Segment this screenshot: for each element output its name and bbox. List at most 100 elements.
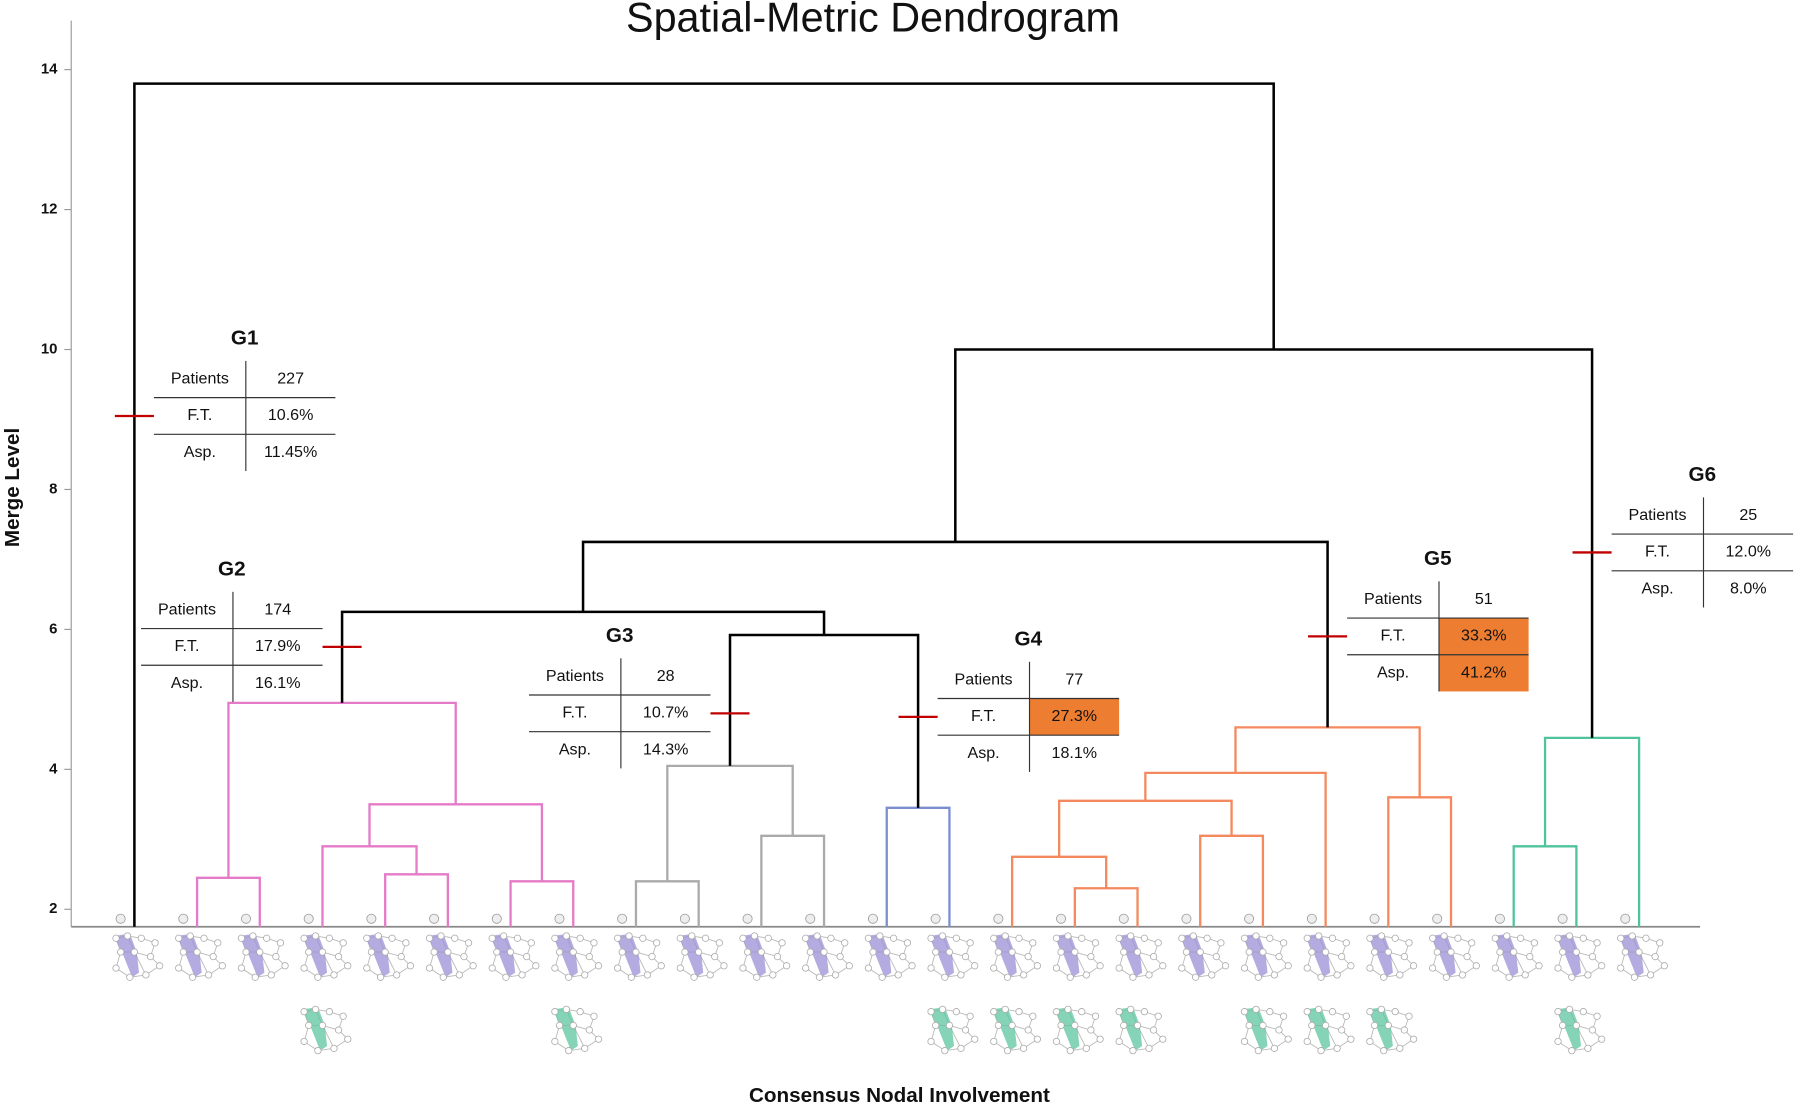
glyph-node bbox=[643, 971, 652, 979]
highlight-cell bbox=[1029, 698, 1120, 736]
glyph-node bbox=[613, 934, 622, 942]
glyph-region bbox=[1618, 933, 1644, 978]
y-axis-label: Merge Level bbox=[1, 428, 24, 547]
glyph-node bbox=[209, 952, 217, 961]
glyph-node bbox=[493, 948, 501, 956]
leaf-marker bbox=[1432, 913, 1443, 924]
glyph-node bbox=[1317, 1047, 1325, 1055]
glyph-node bbox=[1516, 934, 1525, 942]
leaf-marker bbox=[930, 913, 941, 924]
glyph-node bbox=[339, 939, 347, 947]
glyph-node bbox=[1333, 1044, 1341, 1052]
glyph-node bbox=[455, 971, 463, 979]
node-glyph bbox=[1303, 1005, 1355, 1055]
glyph-node bbox=[1149, 952, 1158, 961]
glyph-node bbox=[376, 973, 385, 981]
glyph-node bbox=[1254, 973, 1262, 981]
glyph-node bbox=[344, 962, 352, 970]
glyph-node bbox=[927, 1008, 935, 1016]
node-glyph bbox=[488, 932, 540, 981]
glyph-node bbox=[1646, 971, 1655, 979]
glyph-node bbox=[778, 939, 786, 947]
glyph-node bbox=[305, 1021, 313, 1030]
glyph-node bbox=[318, 1021, 327, 1030]
dendrogram-link bbox=[321, 845, 418, 927]
glyph-node bbox=[1321, 1021, 1330, 1030]
glyph-node bbox=[1203, 934, 1211, 942]
glyph-node bbox=[565, 1047, 573, 1055]
glyph-node bbox=[406, 962, 415, 970]
glyph-node bbox=[146, 952, 155, 961]
glyph-node bbox=[1656, 939, 1664, 947]
glyph-node bbox=[1303, 934, 1311, 942]
glyph-node bbox=[330, 1044, 338, 1052]
glyph-node bbox=[130, 948, 139, 956]
glyph-region bbox=[1430, 933, 1456, 978]
glyph-node bbox=[1400, 1026, 1409, 1034]
glyph-node bbox=[927, 934, 935, 942]
glyph-node bbox=[464, 939, 473, 947]
glyph-node bbox=[1377, 1005, 1386, 1013]
glyph-node bbox=[639, 934, 647, 942]
glyph-node bbox=[676, 934, 684, 942]
glyph-node bbox=[1127, 1005, 1135, 1013]
glyph-node bbox=[1496, 948, 1504, 956]
glyph-node bbox=[676, 964, 684, 972]
glyph-node bbox=[961, 952, 970, 961]
glyph-node bbox=[1178, 964, 1186, 972]
glyph-node bbox=[1082, 1044, 1090, 1052]
glyph-region bbox=[176, 933, 202, 978]
glyph-node bbox=[1240, 1008, 1249, 1016]
group-title: G2 bbox=[218, 558, 246, 581]
glyph-node bbox=[836, 952, 844, 961]
leaf-marker bbox=[617, 913, 628, 924]
glyph-node bbox=[1129, 973, 1137, 981]
row-value: 33.3% bbox=[1461, 627, 1507, 645]
leaf-marker bbox=[115, 913, 126, 924]
glyph-node bbox=[827, 934, 835, 942]
glyph-node bbox=[764, 934, 772, 942]
glyph-node bbox=[444, 948, 452, 956]
row-value: 18.1% bbox=[1052, 744, 1098, 762]
glyph-node bbox=[175, 934, 183, 942]
row-value: 51 bbox=[1475, 590, 1493, 608]
glyph-node bbox=[402, 939, 410, 947]
glyph-node bbox=[1521, 971, 1529, 979]
glyph-node bbox=[551, 964, 559, 972]
glyph-region bbox=[991, 1007, 1017, 1051]
dendrogram-link bbox=[1543, 736, 1641, 927]
node-glyph bbox=[1240, 932, 1292, 981]
glyph-node bbox=[188, 973, 197, 981]
glyph-node bbox=[1366, 1008, 1374, 1016]
glyph-region bbox=[677, 933, 704, 978]
glyph-node bbox=[1015, 934, 1023, 942]
group-title: G1 bbox=[231, 327, 259, 350]
glyph-region bbox=[803, 933, 829, 978]
group-title: G5 bbox=[1424, 547, 1452, 570]
group-title: G3 bbox=[606, 624, 634, 647]
glyph-node bbox=[831, 971, 840, 979]
glyph-node bbox=[1347, 1035, 1355, 1043]
glyph-node bbox=[1284, 1035, 1292, 1043]
glyph-node bbox=[757, 948, 765, 956]
glyph-node bbox=[1120, 948, 1128, 956]
glyph-node bbox=[1308, 948, 1316, 956]
glyph-node bbox=[990, 1008, 998, 1016]
glyph-node bbox=[518, 971, 526, 979]
node-glyph bbox=[1115, 932, 1167, 981]
glyph-node bbox=[1275, 1026, 1283, 1034]
glyph-node bbox=[813, 932, 821, 940]
row-label: F.T. bbox=[971, 707, 996, 725]
glyph-node bbox=[743, 948, 752, 956]
leaf-marker bbox=[366, 913, 377, 924]
glyph-node bbox=[1660, 962, 1668, 970]
glyph-node bbox=[1628, 932, 1636, 940]
glyph-node bbox=[1405, 1012, 1413, 1020]
glyph-node bbox=[1024, 952, 1032, 961]
glyph-node bbox=[1377, 932, 1386, 940]
glyph-node bbox=[1447, 948, 1455, 956]
glyph-node bbox=[876, 932, 884, 940]
glyph-node bbox=[994, 1021, 1002, 1030]
glyph-node bbox=[1133, 1021, 1142, 1030]
glyph-node bbox=[523, 952, 531, 961]
